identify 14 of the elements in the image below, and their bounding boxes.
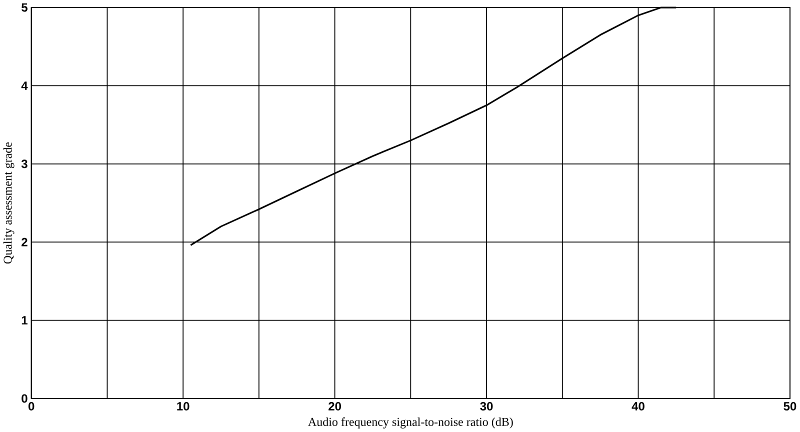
y-tick-label: 5 [22,3,28,12]
x-tick-label: 0 [28,402,34,411]
x-tick-label: 10 [177,402,190,411]
x-tick-label: 30 [480,402,493,411]
x-tick-label: 50 [784,402,796,411]
y-tick-label: 1 [22,316,28,325]
y-tick-label: 3 [21,160,28,168]
x-axis-title: Audio frequency signal-to-noise ratio (dB) [308,418,513,429]
y-axis-title: Quality assessment grade [3,142,14,264]
y-tick-label: 0 [22,394,28,403]
x-tick-label: 40 [632,402,644,411]
y-tick-label: 4 [21,82,28,90]
y-tick-label: 2 [22,238,28,246]
x-tick-label: 20 [328,402,341,411]
